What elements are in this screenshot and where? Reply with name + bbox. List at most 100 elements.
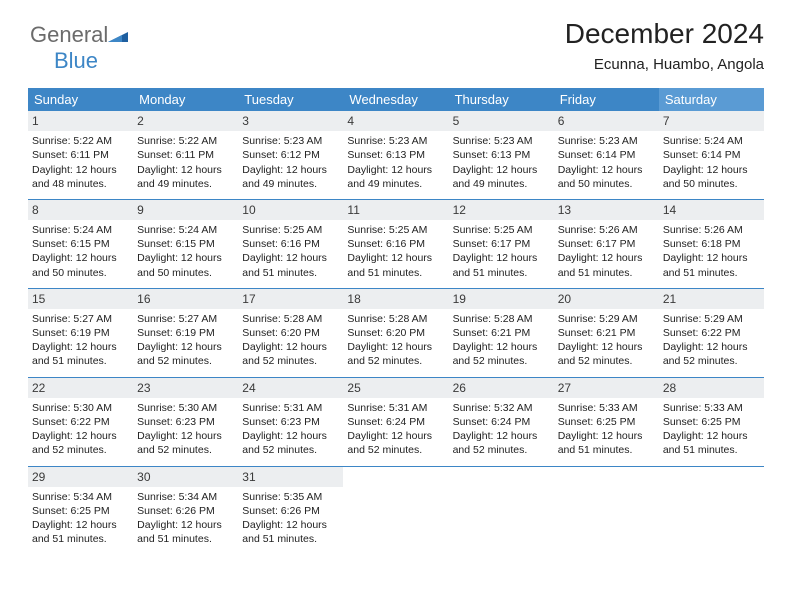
calendar-day-cell: 25Sunrise: 5:31 AMSunset: 6:24 PMDayligh… (343, 377, 448, 466)
daylight-line-2: and 51 minutes. (242, 532, 339, 546)
daylight-line-1: Daylight: 12 hours (32, 340, 129, 354)
daylight-line-1: Daylight: 12 hours (663, 251, 760, 265)
sunrise-line: Sunrise: 5:24 AM (32, 223, 129, 237)
calendar-day-cell: 29Sunrise: 5:34 AMSunset: 6:25 PMDayligh… (28, 466, 133, 554)
sunset-line: Sunset: 6:26 PM (137, 504, 234, 518)
sunrise-line: Sunrise: 5:24 AM (663, 134, 760, 148)
daylight-line-2: and 49 minutes. (137, 177, 234, 191)
sunset-line: Sunset: 6:16 PM (242, 237, 339, 251)
calendar-day-cell: 4Sunrise: 5:23 AMSunset: 6:13 PMDaylight… (343, 111, 448, 199)
daylight-line-1: Daylight: 12 hours (558, 163, 655, 177)
daylight-line-1: Daylight: 12 hours (242, 163, 339, 177)
calendar-day-cell: 22Sunrise: 5:30 AMSunset: 6:22 PMDayligh… (28, 377, 133, 466)
daylight-line-1: Daylight: 12 hours (663, 340, 760, 354)
daylight-line-1: Daylight: 12 hours (137, 429, 234, 443)
day-number: 5 (449, 111, 554, 131)
sunrise-line: Sunrise: 5:28 AM (347, 312, 444, 326)
day-number: 17 (238, 289, 343, 309)
calendar-day-cell: 23Sunrise: 5:30 AMSunset: 6:23 PMDayligh… (133, 377, 238, 466)
day-number: 15 (28, 289, 133, 309)
day-number: 19 (449, 289, 554, 309)
day-number: 24 (238, 378, 343, 398)
sunset-line: Sunset: 6:21 PM (453, 326, 550, 340)
daylight-line-1: Daylight: 12 hours (242, 251, 339, 265)
day-number: 20 (554, 289, 659, 309)
daylight-line-1: Daylight: 12 hours (242, 340, 339, 354)
sunrise-line: Sunrise: 5:34 AM (137, 490, 234, 504)
calendar-day-cell: 27Sunrise: 5:33 AMSunset: 6:25 PMDayligh… (554, 377, 659, 466)
calendar-header-row: Sunday Monday Tuesday Wednesday Thursday… (28, 88, 764, 111)
daylight-line-2: and 52 minutes. (347, 443, 444, 457)
day-number: 8 (28, 200, 133, 220)
daylight-line-2: and 49 minutes. (347, 177, 444, 191)
sunrise-line: Sunrise: 5:22 AM (137, 134, 234, 148)
sunrise-line: Sunrise: 5:27 AM (32, 312, 129, 326)
sunset-line: Sunset: 6:17 PM (558, 237, 655, 251)
day-number: 3 (238, 111, 343, 131)
daylight-line-2: and 52 minutes. (453, 354, 550, 368)
col-thursday: Thursday (449, 88, 554, 111)
daylight-line-2: and 52 minutes. (137, 354, 234, 368)
day-number: 22 (28, 378, 133, 398)
calendar-day-cell: 1Sunrise: 5:22 AMSunset: 6:11 PMDaylight… (28, 111, 133, 199)
sunrise-line: Sunrise: 5:23 AM (242, 134, 339, 148)
calendar-day-cell: 20Sunrise: 5:29 AMSunset: 6:21 PMDayligh… (554, 288, 659, 377)
calendar-day-cell: 9Sunrise: 5:24 AMSunset: 6:15 PMDaylight… (133, 199, 238, 288)
sunset-line: Sunset: 6:11 PM (32, 148, 129, 162)
calendar-day-cell: 30Sunrise: 5:34 AMSunset: 6:26 PMDayligh… (133, 466, 238, 554)
day-number: 25 (343, 378, 448, 398)
day-number: 14 (659, 200, 764, 220)
day-number: 6 (554, 111, 659, 131)
daylight-line-2: and 52 minutes. (137, 443, 234, 457)
daylight-line-2: and 51 minutes. (453, 266, 550, 280)
day-number: 2 (133, 111, 238, 131)
day-number: 1 (28, 111, 133, 131)
daylight-line-1: Daylight: 12 hours (137, 251, 234, 265)
daylight-line-1: Daylight: 12 hours (347, 429, 444, 443)
sunset-line: Sunset: 6:21 PM (558, 326, 655, 340)
sunset-line: Sunset: 6:24 PM (453, 415, 550, 429)
calendar-day-cell: 28Sunrise: 5:33 AMSunset: 6:25 PMDayligh… (659, 377, 764, 466)
calendar-day-cell: 19Sunrise: 5:28 AMSunset: 6:21 PMDayligh… (449, 288, 554, 377)
daylight-line-2: and 51 minutes. (663, 443, 760, 457)
sunrise-line: Sunrise: 5:26 AM (558, 223, 655, 237)
daylight-line-2: and 51 minutes. (242, 266, 339, 280)
calendar-day-cell: 11Sunrise: 5:25 AMSunset: 6:16 PMDayligh… (343, 199, 448, 288)
sunrise-line: Sunrise: 5:29 AM (558, 312, 655, 326)
daylight-line-1: Daylight: 12 hours (453, 251, 550, 265)
sunrise-line: Sunrise: 5:31 AM (242, 401, 339, 415)
sunrise-line: Sunrise: 5:24 AM (137, 223, 234, 237)
sunset-line: Sunset: 6:15 PM (32, 237, 129, 251)
sunrise-line: Sunrise: 5:23 AM (347, 134, 444, 148)
daylight-line-2: and 52 minutes. (242, 354, 339, 368)
daylight-line-1: Daylight: 12 hours (453, 429, 550, 443)
sunrise-line: Sunrise: 5:32 AM (453, 401, 550, 415)
sunrise-line: Sunrise: 5:25 AM (242, 223, 339, 237)
daylight-line-1: Daylight: 12 hours (32, 163, 129, 177)
sunset-line: Sunset: 6:14 PM (558, 148, 655, 162)
daylight-line-2: and 51 minutes. (558, 266, 655, 280)
daylight-line-2: and 49 minutes. (453, 177, 550, 191)
daylight-line-1: Daylight: 12 hours (137, 518, 234, 532)
daylight-line-1: Daylight: 12 hours (137, 340, 234, 354)
col-monday: Monday (133, 88, 238, 111)
sunrise-line: Sunrise: 5:25 AM (453, 223, 550, 237)
daylight-line-1: Daylight: 12 hours (137, 163, 234, 177)
day-number: 28 (659, 378, 764, 398)
sunrise-line: Sunrise: 5:29 AM (663, 312, 760, 326)
col-sunday: Sunday (28, 88, 133, 111)
calendar-day-cell: 31Sunrise: 5:35 AMSunset: 6:26 PMDayligh… (238, 466, 343, 554)
sunrise-line: Sunrise: 5:28 AM (242, 312, 339, 326)
page-title: December 2024 (565, 18, 764, 50)
calendar-day-cell: 16Sunrise: 5:27 AMSunset: 6:19 PMDayligh… (133, 288, 238, 377)
calendar-day-cell: 13Sunrise: 5:26 AMSunset: 6:17 PMDayligh… (554, 199, 659, 288)
daylight-line-2: and 51 minutes. (558, 443, 655, 457)
sunset-line: Sunset: 6:19 PM (137, 326, 234, 340)
calendar-day-cell: . (449, 466, 554, 554)
sunset-line: Sunset: 6:14 PM (663, 148, 760, 162)
logo-triangle-icon (108, 28, 128, 42)
daylight-line-2: and 51 minutes. (32, 532, 129, 546)
calendar-day-cell: 15Sunrise: 5:27 AMSunset: 6:19 PMDayligh… (28, 288, 133, 377)
day-number: 26 (449, 378, 554, 398)
sunset-line: Sunset: 6:12 PM (242, 148, 339, 162)
